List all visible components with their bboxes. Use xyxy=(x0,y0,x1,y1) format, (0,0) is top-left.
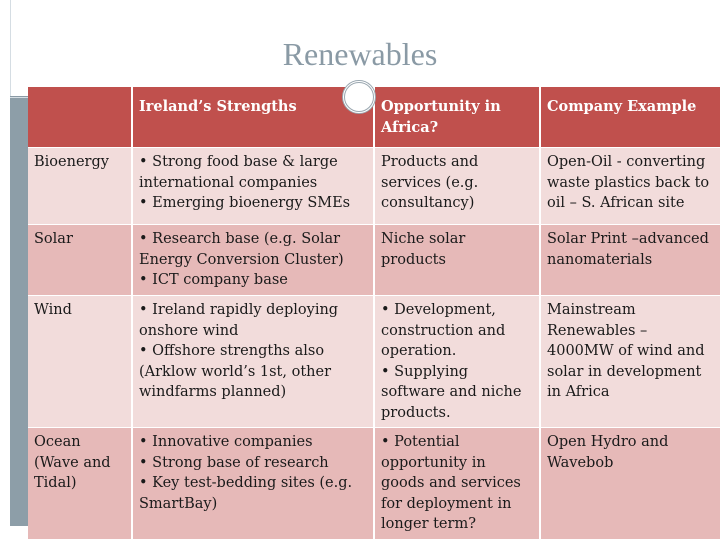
opportunity-cell: Products and services (e.g. consultancy) xyxy=(373,147,540,225)
strengths-cell: • Ireland rapidly deploying onshore wind… xyxy=(131,295,374,428)
opportunity-cell: Niche solar products xyxy=(373,224,540,296)
example-cell: Open-Oil - converting waste plastics bac… xyxy=(539,147,720,225)
example-cell: Mainstream Renewables – 4000MW of wind a… xyxy=(539,295,720,428)
left-accent-bar xyxy=(10,98,30,502)
strengths-cell: • Research base (e.g. Solar Energy Conve… xyxy=(131,224,374,296)
strengths-cell: • Innovative companies • Strong base of … xyxy=(131,427,374,539)
sector-cell: Bioenergy xyxy=(28,147,132,225)
sector-cell: Solar xyxy=(28,224,132,296)
header-cell-blank xyxy=(28,86,132,148)
renewables-table: Ireland’s Strengths Opportunity in Afric… xyxy=(28,86,720,539)
header-cell-example: Company Example xyxy=(539,86,720,148)
table-row: Ocean (Wave and Tidal) • Innovative comp… xyxy=(28,427,720,539)
table-row: Bioenergy • Strong food base & large int… xyxy=(28,147,720,225)
slide-title: Renewables xyxy=(282,36,438,72)
table-row: Wind • Ireland rapidly deploying onshore… xyxy=(28,295,720,428)
opportunity-cell: • Potential opportunity in goods and ser… xyxy=(373,427,540,539)
title-ornament-icon xyxy=(342,80,376,114)
sector-cell: Wind xyxy=(28,295,132,428)
strengths-cell: • Strong food base & large international… xyxy=(131,147,374,225)
sector-cell: Ocean (Wave and Tidal) xyxy=(28,427,132,539)
example-cell: Solar Print –advanced nanomaterials xyxy=(539,224,720,296)
table-row: Solar • Research base (e.g. Solar Energy… xyxy=(28,224,720,296)
header-cell-opportunity: Opportunity in Africa? xyxy=(373,86,540,148)
example-cell: Open Hydro and Wavebob xyxy=(539,427,720,539)
header-cell-strengths: Ireland’s Strengths xyxy=(131,86,374,148)
table-header-row: Ireland’s Strengths Opportunity in Afric… xyxy=(28,86,720,148)
opportunity-cell: • Development, construction and operatio… xyxy=(373,295,540,428)
